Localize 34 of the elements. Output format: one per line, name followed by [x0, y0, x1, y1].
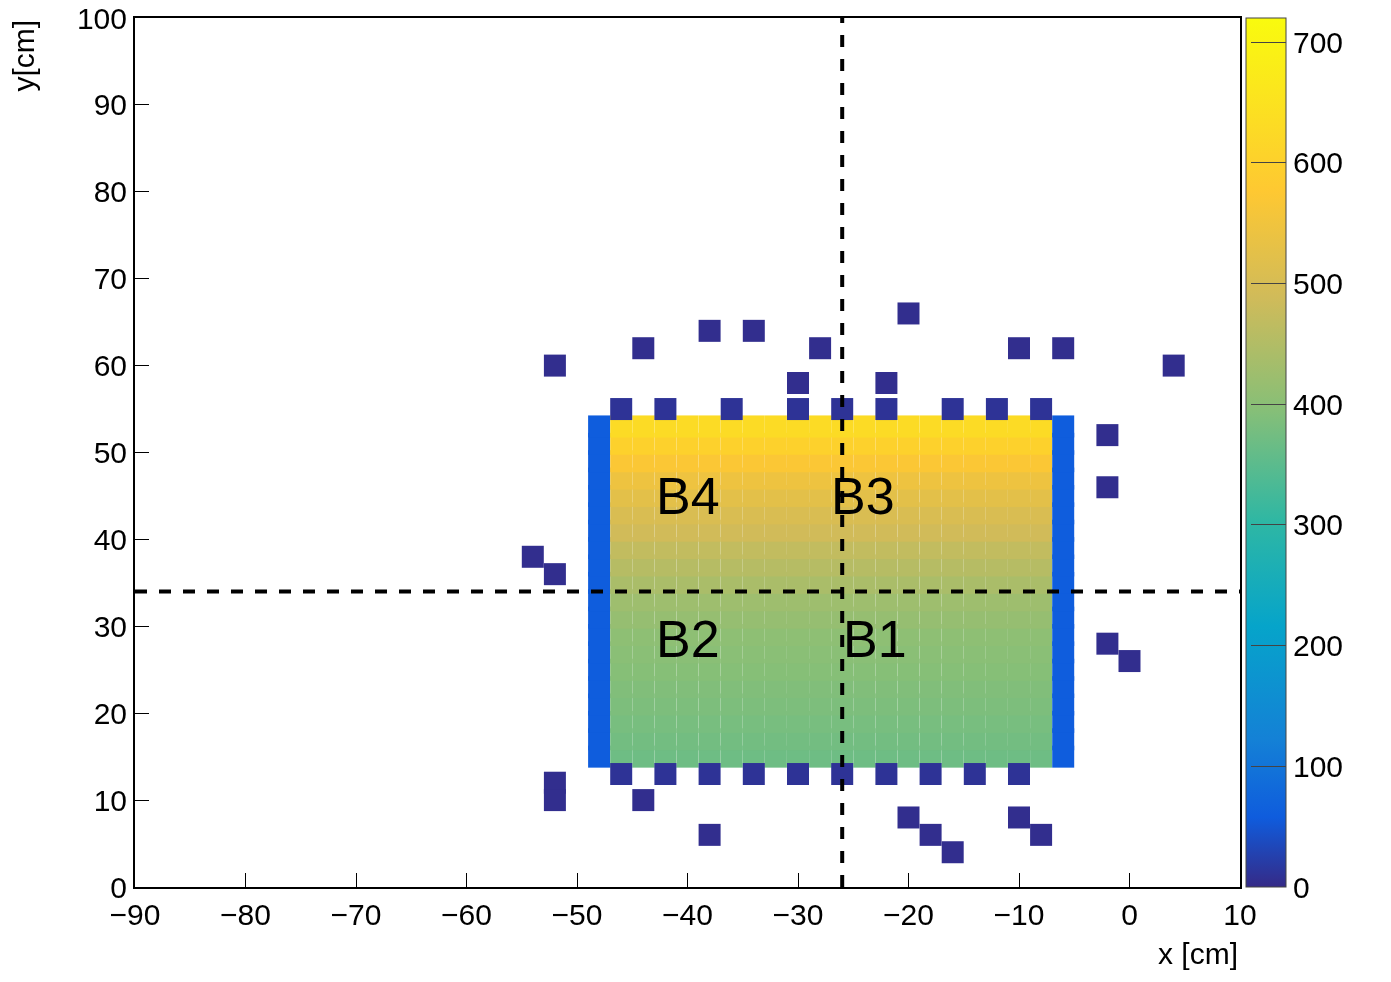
color-bar-label: 600	[1293, 146, 1344, 180]
color-bar-label: 700	[1293, 25, 1344, 59]
y-tick-label: 60	[93, 349, 127, 383]
x-tick-label: −50	[551, 898, 603, 931]
y-tick-label: 10	[93, 783, 127, 817]
annotation: B1	[843, 610, 907, 668]
y-tick-label: 80	[93, 175, 127, 209]
x-tick-label: −40	[662, 898, 713, 931]
x-tick-label: −30	[772, 898, 824, 931]
x-tick-label: −70	[330, 898, 382, 931]
color-bar-label: 400	[1293, 387, 1344, 421]
y-tick-label: 100	[76, 1, 127, 35]
color-bar-label: 300	[1293, 508, 1344, 542]
color-bar-label: 500	[1293, 267, 1344, 301]
color-bar-label: 0	[1293, 870, 1310, 904]
x-tick-label: −60	[441, 898, 492, 931]
x-tick-label: −10	[993, 898, 1045, 931]
x-tick-label: 0	[1121, 898, 1138, 931]
y-tick-label: 70	[93, 262, 127, 296]
annotation: B3	[831, 467, 895, 525]
x-axis-title: x [cm]	[1158, 937, 1238, 970]
y-tick-label: 30	[93, 609, 127, 643]
y-tick-label: 40	[93, 522, 127, 556]
x-tick-label: 10	[1223, 898, 1257, 931]
y-tick-label: 50	[93, 436, 127, 469]
annotation: B4	[656, 467, 720, 525]
y-tick-label: 90	[93, 88, 127, 122]
y-tick-label: 20	[93, 696, 127, 730]
color-bar-label: 100	[1293, 749, 1344, 783]
x-tick-label: −80	[220, 898, 271, 931]
annotation: B2	[656, 610, 720, 668]
x-tick-label: −20	[883, 898, 934, 931]
color-bar-label: 200	[1293, 629, 1344, 663]
y-axis-title: y[cm]	[6, 19, 40, 92]
